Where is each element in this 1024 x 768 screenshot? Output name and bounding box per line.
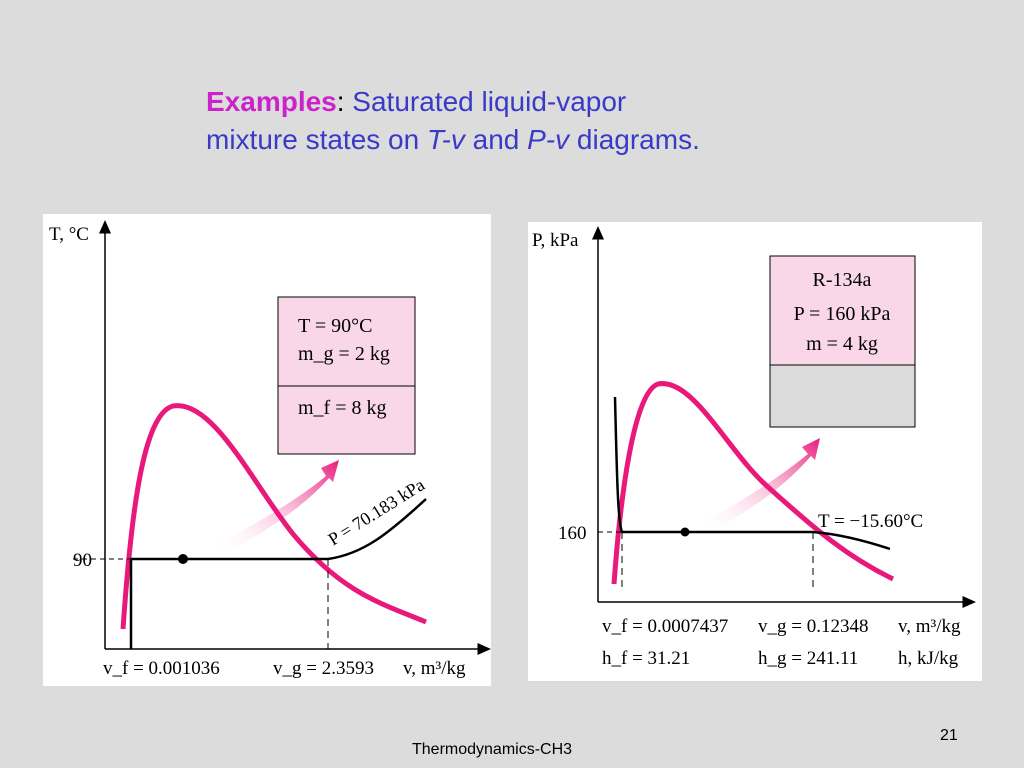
pv-vf-label: v_f = 0.0007437 <box>602 616 728 637</box>
title-end: diagrams. <box>569 124 700 155</box>
pv-hg-label: h_g = 241.11 <box>758 648 858 669</box>
tv-diagram: T = 90°C m_g = 2 kg m_f = 8 kg T, °C 90 … <box>49 220 491 679</box>
pv-h-axis-label: h, kJ/kg <box>898 648 959 669</box>
pv-y-axis-label: P, kPa <box>532 230 579 251</box>
title-pv: P-v <box>527 124 570 155</box>
tv-box-line1: T = 90°C <box>298 315 372 337</box>
tv-vf-label: v_f = 0.001036 <box>103 658 220 679</box>
pv-hf-label: h_f = 31.21 <box>602 648 690 669</box>
tv-diagram-panel: T = 90°C m_g = 2 kg m_f = 8 kg T, °C 90 … <box>43 214 491 686</box>
pv-saturation-dome <box>611 381 895 585</box>
pv-x-axis-label: v, m³/kg <box>898 616 961 637</box>
tv-state-point <box>178 554 188 564</box>
title-tv: T-v <box>426 124 465 155</box>
slide-footer: Thermodynamics-CH3 <box>412 741 573 758</box>
tv-box-line3: m_f = 8 kg <box>298 397 387 419</box>
pv-tick-160: 160 <box>558 523 587 544</box>
pv-box-line1: R-134a <box>813 269 872 291</box>
title-and: and <box>464 124 528 155</box>
pv-diagram-panel: R-134a P = 160 kPa m = 4 kg P, kPa 160 T… <box>528 222 982 681</box>
pv-box-vapor <box>769 364 916 428</box>
pv-isotherm-label: T = −15.60°C <box>818 511 923 532</box>
tv-fade-arrow <box>218 460 339 554</box>
title-line1: Saturated liquid-vapor <box>344 86 627 117</box>
pv-isotherm <box>613 396 891 551</box>
tv-isobar <box>129 498 427 649</box>
slide-title: Examples: Saturated liquid-vapor mixture… <box>206 83 826 159</box>
tv-x-axis-label: v, m³/kg <box>403 658 466 679</box>
tv-piston-box <box>277 296 416 455</box>
pv-state-point <box>680 527 690 537</box>
title-line2: mixture states on <box>206 124 427 155</box>
pv-box-line2: P = 160 kPa <box>794 303 891 325</box>
title-examples: Examples <box>206 86 337 117</box>
pv-fade-arrow <box>703 438 820 532</box>
pv-vg-label: v_g = 0.12348 <box>758 616 868 637</box>
title-colon: : <box>336 86 345 117</box>
tv-vg-label: v_g = 2.3593 <box>273 658 374 679</box>
tv-y-axis-label: T, °C <box>49 224 89 245</box>
page-number: 21 <box>940 727 958 744</box>
tv-saturation-dome <box>120 403 427 630</box>
pv-diagram: R-134a P = 160 kPa m = 4 kg P, kPa 160 T… <box>532 226 976 669</box>
pv-box-line3: m = 4 kg <box>806 333 878 355</box>
tv-tick-90: 90 <box>73 550 92 571</box>
tv-box-line2: m_g = 2 kg <box>298 343 390 365</box>
